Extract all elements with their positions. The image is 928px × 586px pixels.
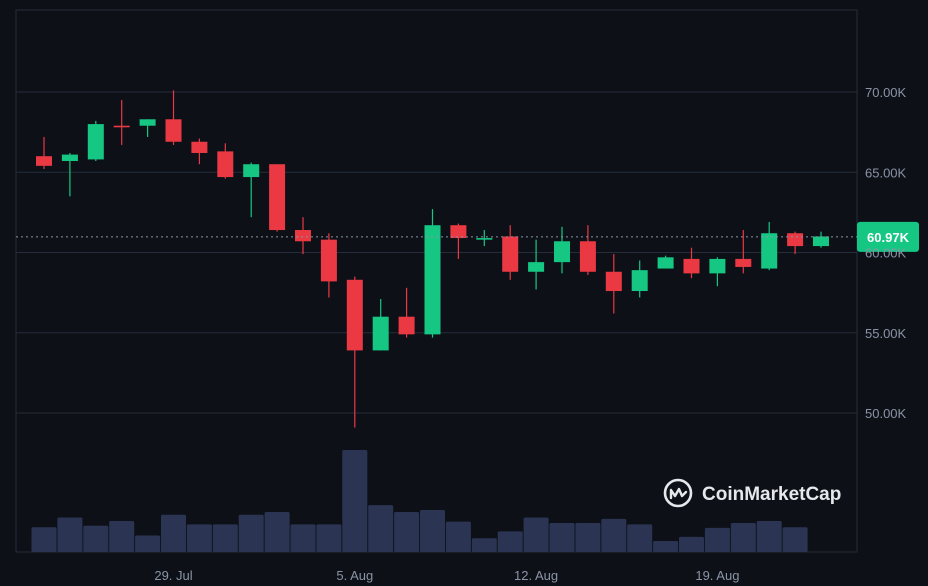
axis-layer: 70.00K 65.00K 60.00K 55.00K 50.00K 29. Jul 5. …: [154, 85, 906, 583]
volume-bar: [756, 520, 782, 552]
watermark-text: CoinMarketCap: [702, 484, 841, 505]
volume-bar: [264, 512, 290, 552]
candle-body: [476, 238, 493, 240]
candle-body: [320, 239, 337, 282]
candle-body: [813, 236, 829, 247]
current-price-tag: [857, 221, 919, 252]
candle-body: [139, 119, 156, 126]
coinmarketcap-logo-icon: [663, 478, 693, 508]
candle-body: [787, 233, 804, 247]
volume-bar: [730, 523, 756, 552]
volume-bar: [57, 517, 83, 552]
candle-body: [36, 156, 52, 166]
candle-body: [528, 262, 545, 272]
volume-layer: [31, 450, 808, 552]
volume-bar: [575, 523, 601, 552]
x-tick-label: 12. Aug: [514, 568, 558, 583]
candle-body: [657, 257, 674, 269]
x-tick-label: 19. Aug: [695, 568, 739, 583]
volume-bar: [342, 450, 368, 552]
candle-body: [424, 225, 441, 335]
candle-body: [87, 124, 104, 160]
candle-body: [113, 125, 130, 128]
candle-body: [398, 316, 415, 335]
volume-bar: [212, 524, 238, 552]
volume-bar: [549, 523, 575, 552]
candle-body: [191, 141, 208, 153]
volume-bar: [31, 527, 57, 552]
volume-bar: [368, 505, 394, 552]
x-tick-label: 5. Aug: [336, 568, 373, 583]
current-price-label: 60.97K: [867, 230, 910, 245]
volume-bar: [523, 517, 549, 552]
volume-bar: [420, 509, 445, 552]
volume-bar: [316, 524, 342, 552]
candle-body: [450, 225, 467, 239]
candle-body: [372, 316, 389, 351]
y-tick-label: 55.00K: [865, 326, 907, 341]
volume-bar: [161, 514, 186, 552]
volume-bar: [679, 536, 704, 552]
y-tick-label: 70.00K: [865, 85, 907, 100]
y-tick-label: 60.00K: [865, 246, 907, 261]
candle-body: [554, 241, 570, 263]
volume-bar: [653, 540, 679, 552]
volume-bar: [445, 521, 471, 552]
volume-bar: [601, 518, 627, 552]
volume-bar: [186, 524, 212, 552]
coinmarketcap-watermark: CoinMarketCap: [663, 478, 841, 508]
volume-bar: [290, 524, 316, 552]
volume-bar: [109, 520, 135, 552]
candle-body: [295, 230, 311, 242]
volume-bar: [394, 512, 420, 552]
candle-layer: [36, 90, 829, 428]
volume-bar: [83, 525, 109, 552]
volume-bar: [782, 527, 808, 552]
volume-bar: [135, 535, 161, 552]
candle-body: [346, 279, 363, 351]
candle-body: [243, 164, 260, 178]
y-tick-label: 65.00K: [865, 165, 907, 180]
candle-body: [631, 270, 648, 292]
y-tick-label: 50.00K: [865, 406, 907, 421]
candle-body: [761, 233, 778, 269]
candle-body: [61, 154, 78, 162]
current-price-line-layer: 60.97K: [16, 221, 919, 252]
volume-bar: [471, 538, 497, 552]
candle-body: [579, 241, 596, 272]
candle-body: [165, 119, 182, 142]
x-tick-label: 29. Jul: [154, 568, 192, 583]
candle-body: [217, 151, 234, 178]
volume-bar: [704, 527, 730, 552]
candle-body: [709, 258, 726, 274]
volume-bar: [238, 514, 264, 552]
candle-body: [269, 164, 286, 231]
volume-bar: [627, 524, 653, 552]
candle-body: [502, 236, 519, 272]
candle-body: [683, 258, 700, 274]
volume-bar: [497, 531, 523, 552]
candle-body: [605, 271, 622, 292]
candle-body: [735, 258, 752, 267]
